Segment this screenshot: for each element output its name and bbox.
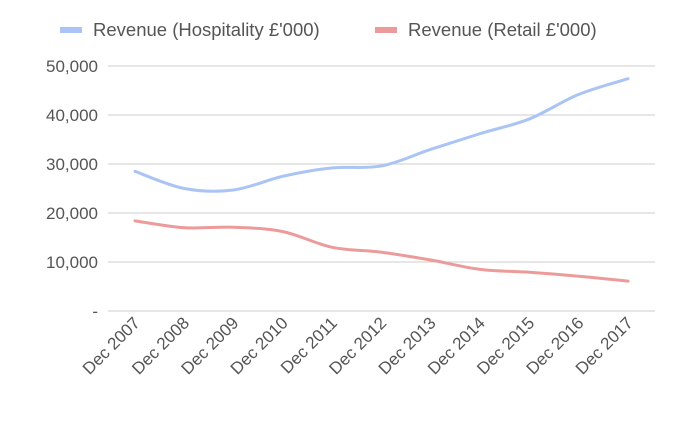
legend-label-1: Revenue (Retail £'000) xyxy=(408,19,597,40)
legend-swatch-0 xyxy=(60,27,82,33)
y-tick-label: 50,000 xyxy=(46,57,98,76)
series-lines xyxy=(133,77,630,283)
legend-swatch-1 xyxy=(375,27,397,33)
legend-label-0: Revenue (Hospitality £'000) xyxy=(93,19,320,40)
y-axis: - 10,000 20,000 30,000 40,000 50,000 xyxy=(46,57,98,321)
legend: Revenue (Hospitality £'000) Revenue (Reta… xyxy=(60,19,597,40)
y-tick-label: 40,000 xyxy=(46,106,98,125)
y-tick-label: 30,000 xyxy=(46,155,98,174)
gridlines xyxy=(108,65,655,312)
y-tick-label: 10,000 xyxy=(46,253,98,272)
series-line-0 xyxy=(133,77,630,193)
series-line-1 xyxy=(133,219,630,283)
y-tick-label: 20,000 xyxy=(46,204,98,223)
y-tick-label: - xyxy=(92,302,98,321)
